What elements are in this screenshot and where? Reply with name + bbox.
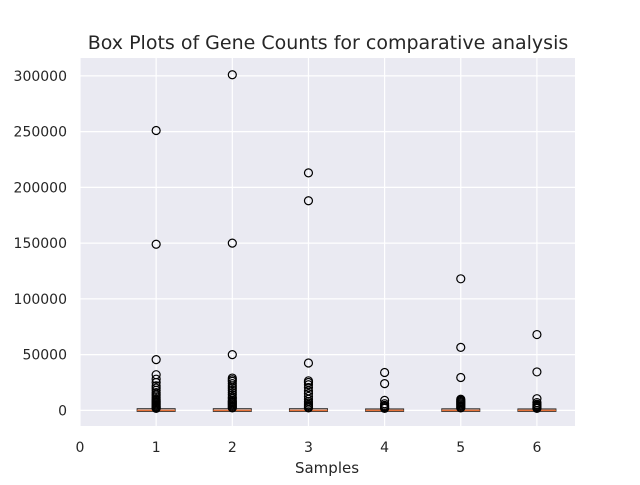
outlier-point [227,238,237,248]
x-axis-label: Samples [295,459,359,477]
outlier-point [151,125,161,136]
x-tick-label: 6 [532,440,541,456]
x-tick-label: 1 [152,440,161,456]
x-tick-label: 3 [304,440,313,456]
outlier-point [532,367,542,377]
outlier-point [380,379,390,389]
y-tick-label: 50000 [22,348,67,364]
y-tick-labels: 0 50000 100000 150000 200000 250000 300000 [14,69,67,420]
x-tick-label: 4 [380,440,389,456]
outlier-point [227,350,237,360]
outlier-point [151,355,161,365]
outlier-point [456,342,466,352]
outlier-point [303,358,314,368]
plot-background [80,58,575,426]
outlier-point [303,196,314,206]
outlier-point [151,374,161,384]
y-tick-label: 0 [58,403,67,419]
y-tick-label: 150000 [14,236,67,252]
outlier-point [303,382,314,393]
outlier-point [227,403,237,413]
outliers [151,70,542,413]
outlier-point [456,274,466,284]
outlier-point [303,168,314,178]
x-tick-labels: 0 1 2 3 4 5 6 [76,440,542,456]
x-tick-label: 2 [228,440,237,456]
outlier-point [227,70,237,80]
y-tick-label: 250000 [14,125,67,141]
outlier-point [303,403,314,413]
chart-title: Box Plots of Gene Counts for comparative… [88,32,569,54]
outlier-point [456,403,466,413]
outlier-point [532,403,542,413]
outlier-point [151,239,161,249]
y-tick-label: 100000 [14,292,67,308]
outlier-point [380,403,390,413]
outlier-point [303,380,314,390]
outlier-point [456,372,466,383]
y-tick-label: 200000 [14,180,67,196]
x-tick-label: 5 [456,440,465,456]
outlier-point [151,403,161,413]
x-tick-label: 0 [76,440,85,456]
y-tick-label: 300000 [14,69,67,85]
outlier-point [380,367,390,378]
outlier-point [532,329,542,340]
